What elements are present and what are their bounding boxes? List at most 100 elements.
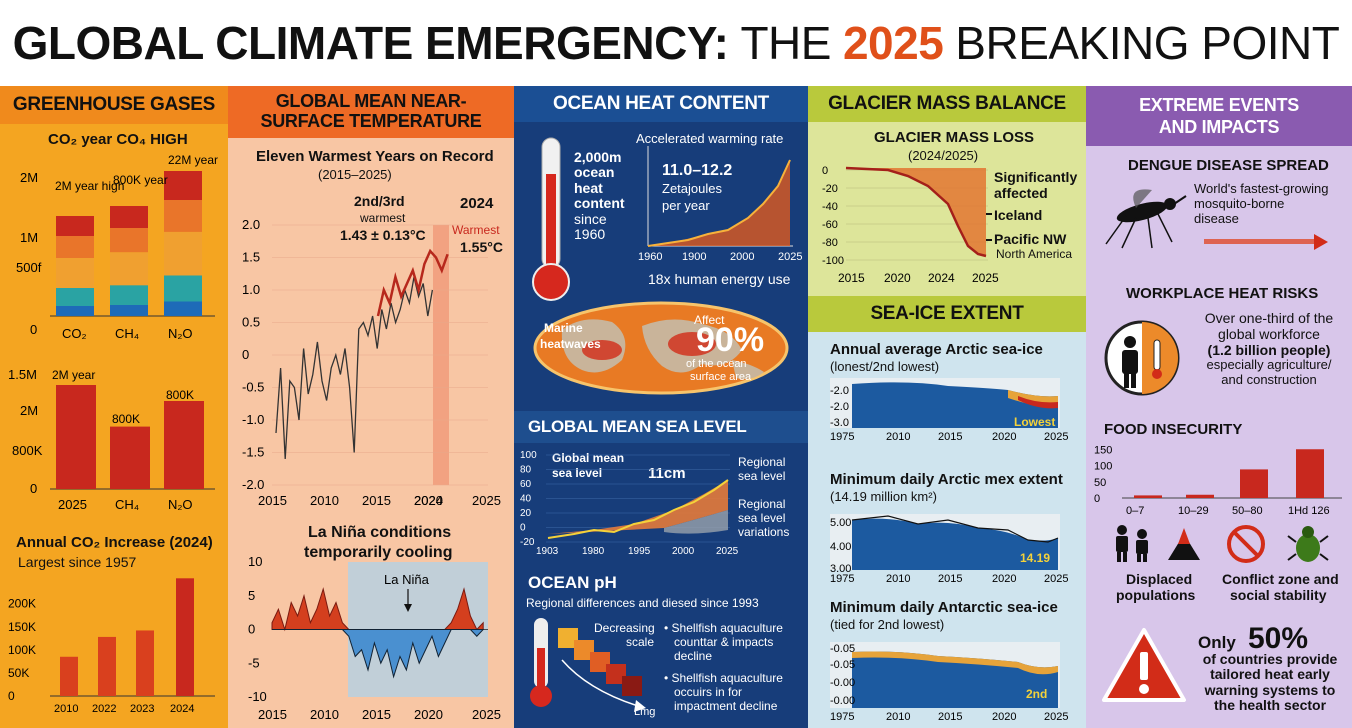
ghg-c2-bar [164,401,204,489]
lanina-ytick: 0 [248,622,255,637]
ghg-panel: GREENHOUSE GASES CO₂ year CO₄ HIGH 2M 1M… [0,86,228,728]
sea-var1: Regional [738,497,786,511]
food-cat: 50–80 [1232,505,1263,517]
ph-b1-line: counttar & impacts [674,634,774,649]
ghg-c1-bar-segment [56,258,94,288]
ghg-c3-bar [60,656,78,696]
extreme-header: EXTREME EVENTS AND IMPACTS [1086,86,1352,146]
heatwave-map [533,301,789,395]
lanina-xtick: 2025 [472,707,501,722]
seaice-header: SEA-ICE EXTENT [808,296,1086,332]
ph-b1-line: • Shellfish aquaculture [664,621,783,635]
food-cat: 0–7 [1126,505,1144,517]
sea-xtick: 1995 [628,546,651,557]
volcano-icon [1168,528,1200,560]
extreme-header-line2: AND IMPACTS [1158,117,1280,137]
si-chart2: 5.00 4.00 3.00 14.19 1975 2010 2015 2020 202… [830,514,1068,585]
warn-line: of countries provide [1202,651,1338,667]
temp-warmest-value: 1.55°C [460,239,503,255]
extreme-panel: EXTREME EVENTS AND IMPACTS DENGUE DISEAS… [1086,86,1352,728]
food-ytick: 0 [1094,493,1100,505]
lanina-title: La Niña conditions [308,524,452,541]
ghg-c3-tick: 200K [8,597,36,611]
food-cat: 10–29 [1178,505,1209,517]
ohc-panel: OCEAN HEAT CONTENT 2,000m ocean heat con… [514,86,808,728]
ghg-c1-bar-segment [110,206,148,228]
ph-scale1: Decreasing [594,621,655,635]
glacier-ytick: 0 [822,165,828,177]
glacier-ytick: -80 [822,237,838,249]
heat-line: global workforce [1218,326,1320,343]
sea-ytick: 100 [520,450,537,461]
conflict2: social stability [1230,587,1327,603]
sea-xtick: 1903 [536,546,559,557]
ghg-c1-tick: 2M [20,170,38,185]
heat-line: and construction [1221,372,1317,388]
food-cat: 1Hd 126 [1288,505,1330,517]
seaice-xtick: 1975 [830,573,854,585]
ghg-c1-bar-segment [110,228,148,253]
seaice-xtick: 2015 [938,711,962,723]
ghg-c2-tick: 0 [30,481,37,496]
glacier-ytick: -40 [822,201,838,213]
ghg-c1-bar-segment [164,231,202,276]
warn-line: warning systems to [1204,681,1336,698]
title-part3: BREAKING POINT [955,17,1340,69]
dengue-title: DENGUE DISEASE SPREAD [1128,157,1329,174]
ph-header: OCEAN pH [528,573,617,592]
ph-b2-line: • Shellfish aquaculture [664,671,783,685]
sea-regional1: Regional [738,455,786,469]
ghg-c1-bar-segment [110,285,148,305]
ohc-xtick: 1900 [682,251,706,263]
si-c3-title: Minimum daily Antarctic sea-ice [830,599,1058,616]
sea-ytick: 40 [520,494,532,505]
dengue-line: disease [1194,210,1239,226]
food-bar [1186,494,1214,498]
ghg-c3-title: Annual CO₂ Increase (2024) [16,534,213,551]
glacier-xtick: 2025 [972,271,999,285]
ghg-chart3: 200K 150K 100K 50K 0 2010 2022 2023 2024 [8,578,215,715]
si-c3-y: -0.00 [830,677,855,689]
ghg-c2-tick: 2M [20,403,38,418]
temp-ytick: -2.0 [242,477,264,492]
glacier-l4: Pacific NW [994,231,1067,247]
temp-ytick: 0.5 [242,315,260,330]
seaice-xtick: 2015 [938,573,962,585]
temp-xtick: 2015 [258,493,287,508]
food-bar [1240,469,1268,498]
si-c2-y: 4.00 [830,541,851,553]
si-c1-title: Annual average Arctic sea-ice [830,341,1043,358]
seaice-xtick: 2010 [886,711,910,723]
seaice-xtick: 2020 [992,711,1016,723]
sea-ytick: -20 [520,537,535,548]
sea-ytick: 60 [520,479,532,490]
temp-ytick: -0.5 [242,380,264,395]
ghg-c1-label: 2M year high [55,179,124,193]
ohc-xtick: 1960 [638,251,662,263]
ghg-c1-tick: 1M [20,230,38,245]
food-title: FOOD INSECURITY [1104,421,1243,438]
glacier-panel: GLACIER MASS BALANCE GLACIER MASS LOSS (… [808,86,1086,728]
temp-range: (2015–2025) [318,167,392,182]
ghg-chart2: 1.5M 2M 800K 0 2M year 800K 800K 2025 CH… [8,367,215,512]
sea-var3: variations [738,525,790,539]
lanina-ytick: -5 [248,655,260,670]
lanina-chart: 10 5 0 -5 -10 2015 2010 2015 2020 2025 La Niña [248,554,501,722]
seaice-xtick: 2010 [886,573,910,585]
glacier-ytick: -100 [822,255,844,267]
si-c2-sub: (14.19 million km²) [830,489,937,504]
si-c2-y: 3.00 [830,563,851,575]
only-label: Only [1198,633,1236,652]
ghg-c3-bar [98,636,116,696]
ph-thermometer-icon [530,618,552,707]
ghg-c2-label: 2M year [52,368,95,382]
temp-xtick: 2024 [414,493,443,508]
worker-heat-icon [1104,320,1180,396]
title-part1: GLOBAL CLIMATE EMERGENCY: [12,17,729,69]
ghg-c2-label: 800K [112,412,140,426]
lanina-xtick: 2015 [258,707,287,722]
ohc-xtick: 2000 [730,251,754,263]
si-c2-title: Minimum daily Arctic mex extent [830,471,1063,488]
food-bar [1296,449,1324,498]
ghg-c2-bar [56,385,96,489]
